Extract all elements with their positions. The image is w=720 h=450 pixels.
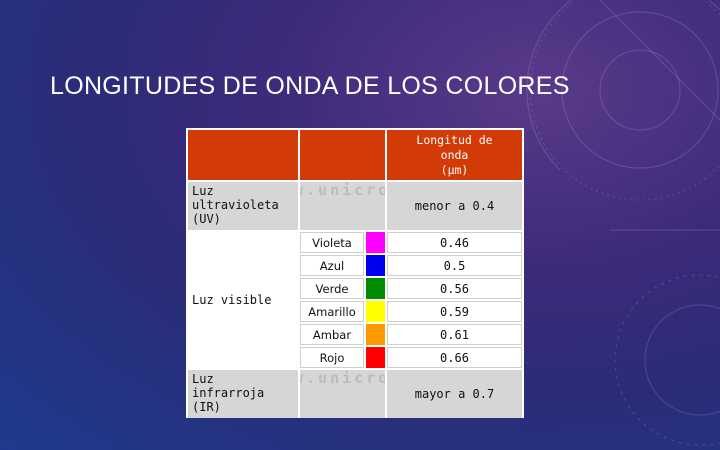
- header-wavelength: Longitud de onda (µm): [387, 130, 522, 180]
- color-name-violeta: Violeta: [300, 232, 364, 253]
- uv-value-text: menor a 0.4: [414, 199, 495, 213]
- ir-value: mayor a 0.7: [387, 370, 522, 418]
- ir-label-line2: infrarroja: [192, 386, 265, 400]
- uv-value: menor a 0.4: [387, 182, 522, 230]
- header-cell-color: [300, 130, 385, 180]
- uv-color-cell: www.unicrom: [300, 182, 385, 230]
- color-swatch-verde: [366, 278, 385, 299]
- color-swatch-violeta: [366, 232, 385, 253]
- ir-region-label: Luz infrarroja (IR): [188, 370, 298, 418]
- ir-color-cell: www.unicrom: [300, 370, 385, 418]
- color-name-amarillo: Amarillo: [300, 301, 364, 322]
- color-value-azul: 0.5: [387, 255, 522, 276]
- color-value-rojo: 0.66: [387, 347, 522, 368]
- header-cell-region: [188, 130, 298, 180]
- uv-label-line1: Luz: [192, 184, 214, 198]
- uv-label-line2: ultravioleta: [192, 198, 279, 212]
- color-name-rojo: Rojo: [300, 347, 364, 368]
- color-swatch-rojo: [366, 347, 385, 368]
- uv-region-label: Luz ultravioleta (UV): [188, 182, 298, 230]
- visible-label-text: Luz visible: [192, 293, 272, 307]
- color-swatch-ambar: [366, 324, 385, 345]
- color-name-verde: Verde: [300, 278, 364, 299]
- watermark-text: www.unicrom: [300, 370, 385, 387]
- watermark-text: www.unicrom: [300, 182, 385, 199]
- header-wavelength-line3: (µm): [440, 162, 469, 177]
- ir-value-text: mayor a 0.7: [414, 387, 495, 401]
- uv-label-line3: (UV): [192, 212, 221, 226]
- color-value-violeta: 0.46: [387, 232, 522, 253]
- color-name-azul: Azul: [300, 255, 364, 276]
- color-value-ambar: 0.61: [387, 324, 522, 345]
- visible-region-label: Luz visible: [188, 232, 298, 368]
- color-name-ambar: Ambar: [300, 324, 364, 345]
- slide-title: LONGITUDES DE ONDA DE LOS COLORES: [50, 72, 570, 100]
- color-value-verde: 0.56: [387, 278, 522, 299]
- color-swatch-azul: [366, 255, 385, 276]
- color-value-amarillo: 0.59: [387, 301, 522, 322]
- ir-label-line1: Luz: [192, 372, 214, 386]
- color-swatch-amarillo: [366, 301, 385, 322]
- wavelength-table: Longitud de onda (µm) Luz ultravioleta (…: [186, 128, 524, 418]
- ir-label-line3: (IR): [192, 400, 221, 414]
- header-wavelength-line1: Longitud de: [416, 132, 493, 147]
- header-wavelength-line2: onda: [440, 147, 469, 162]
